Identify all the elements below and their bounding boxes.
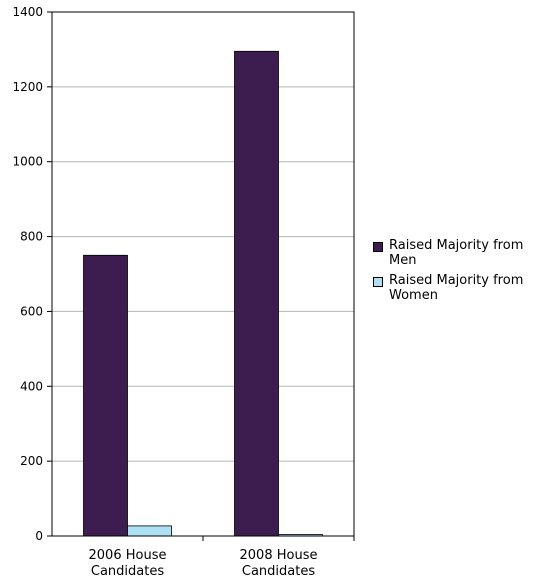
y-tick-label: 800 [20, 230, 43, 244]
bars [83, 50, 323, 537]
y-tick-label: 0 [35, 529, 43, 543]
legend-item-women: Raised Majority from Women [373, 273, 544, 303]
x-tick-label: Candidates [91, 564, 164, 579]
x-tick-label: 2006 House [89, 548, 167, 563]
legend-item-men: Raised Majority from Men [373, 238, 544, 268]
y-tick-label: 1400 [12, 5, 43, 19]
y-tick-label: 1200 [12, 80, 43, 94]
x-tick-label: Candidates [242, 564, 315, 579]
legend-swatch-women [373, 277, 383, 287]
bar-men-2 [234, 50, 279, 537]
legend-label-women: Raised Majority from Women [389, 273, 524, 303]
bar-women-1 [127, 525, 172, 537]
y-tick-label: 1000 [12, 155, 43, 169]
y-tick-label: 600 [20, 304, 43, 318]
bar-men-1 [83, 254, 128, 537]
legend-label-men: Raised Majority from Men [389, 238, 524, 268]
axes [47, 11, 355, 541]
y-tick-labels: 0 200 400 600 800 1000 1200 1400 [12, 5, 43, 543]
y-tick-label: 400 [20, 379, 43, 393]
legend: Raised Majority from Men Raised Majority… [373, 238, 544, 308]
x-tick-label: 2008 House [240, 548, 318, 563]
y-tick-label: 200 [20, 454, 43, 468]
plot-area [51, 11, 355, 537]
legend-swatch-men [373, 242, 383, 252]
